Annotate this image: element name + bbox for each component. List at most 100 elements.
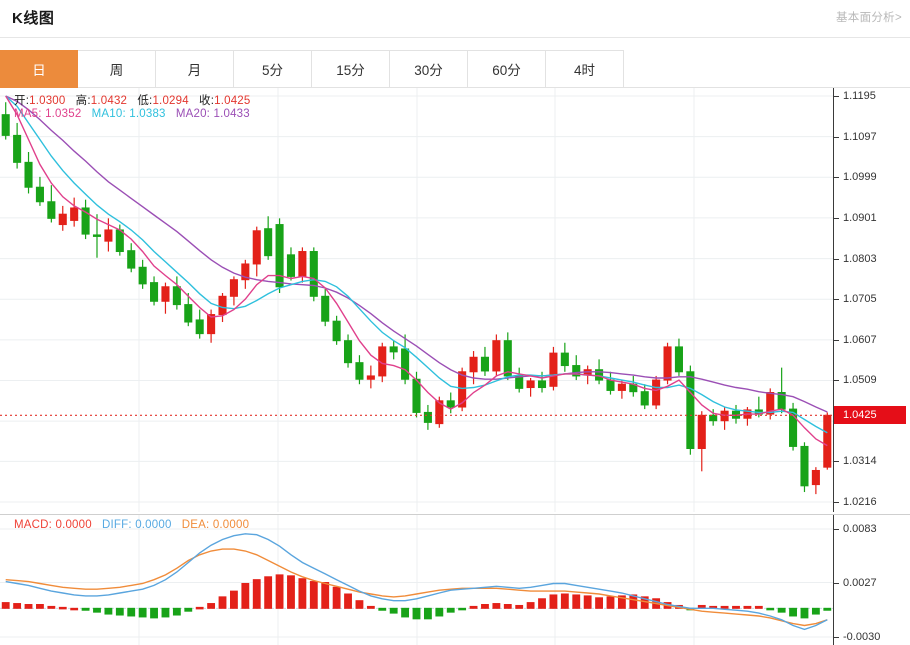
candle: [435, 396, 444, 428]
candle: [35, 176, 44, 206]
candle-body: [412, 378, 421, 413]
tab-4[interactable]: 15分: [312, 50, 390, 88]
candle-body: [229, 279, 238, 297]
price-plot[interactable]: [0, 88, 833, 512]
candle-body: [264, 228, 273, 257]
candle: [789, 402, 798, 451]
candle-body: [252, 230, 261, 265]
fundamental-analysis-link[interactable]: 基本面分析>: [835, 12, 902, 24]
macd-histogram-bar: [230, 590, 238, 609]
candle: [138, 259, 147, 289]
candle: [70, 197, 79, 227]
macd-histogram-bar: [743, 605, 752, 609]
macd-histogram-bar: [195, 606, 204, 610]
macd-histogram-bar: [777, 607, 786, 613]
candle: [423, 404, 432, 430]
tab-0[interactable]: 日: [0, 50, 78, 88]
price-axis-tick-4: 1.0803: [834, 253, 877, 265]
candle-body: [572, 365, 581, 377]
macd-histogram-bar: [503, 604, 512, 609]
ma20-line: [5, 95, 828, 413]
candle-body: [92, 234, 102, 237]
macd-histogram-bar: [560, 593, 569, 609]
candle-body: [127, 250, 136, 269]
macd-histogram-bar: [321, 582, 330, 609]
candle: [709, 409, 718, 426]
candle: [515, 367, 524, 393]
macd-histogram-bar: [617, 595, 626, 609]
candle-body: [435, 400, 444, 425]
macd-histogram-bar: [720, 605, 729, 609]
candle: [150, 276, 159, 306]
candle: [777, 367, 786, 414]
price-panel: 开:1.0300 高:1.0432 低:1.0294 收:1.0425 MA5:…: [0, 88, 910, 512]
macd-histogram-bar: [58, 606, 67, 610]
low-label: 低:: [137, 95, 153, 107]
macd-histogram-bar: [412, 607, 421, 620]
candle-body: [560, 352, 569, 367]
candle: [47, 185, 56, 223]
macd-histogram-bar: [275, 574, 284, 609]
candle: [743, 407, 752, 426]
candle: [241, 259, 250, 289]
candle: [537, 371, 547, 393]
candle: [652, 375, 661, 410]
macd-histogram-bar: [218, 596, 227, 609]
candle: [572, 355, 581, 381]
macd-histogram-bar: [754, 605, 763, 609]
candle: [800, 442, 809, 493]
candle-body: [332, 320, 341, 342]
macd-plot[interactable]: [0, 515, 833, 645]
price-axis-tick-5: 1.0705: [834, 293, 877, 305]
candle-body: [663, 346, 672, 381]
candle-body: [138, 266, 147, 285]
tab-label: 60分: [492, 63, 521, 78]
candle: [207, 309, 216, 343]
candle-body: [811, 469, 820, 486]
candle-body: [366, 375, 375, 380]
candle: [161, 282, 170, 314]
candle-body: [526, 380, 535, 389]
candle-body: [766, 392, 775, 415]
price-axis-tick-10: 1.0216: [834, 496, 877, 508]
ohlc-legend: 开:1.0300 高:1.0432 低:1.0294 收:1.0425: [14, 92, 251, 108]
tab-1[interactable]: 周: [78, 50, 156, 88]
candle: [355, 355, 364, 385]
macd-histogram-bar: [766, 607, 775, 611]
macd-histogram-bar: [104, 607, 113, 615]
candle: [674, 338, 683, 376]
macd-histogram-bar: [81, 607, 90, 611]
candle-body: [709, 414, 718, 422]
macd-panel: MACD: 0.0000 DIFF: 0.0000 DEA: 0.0000 0.…: [0, 514, 910, 645]
candle-body: [298, 251, 307, 277]
tab-3[interactable]: 5分: [234, 50, 312, 88]
tab-7[interactable]: 4时: [546, 50, 624, 88]
candle-body: [480, 356, 490, 372]
macd-histogram-bar: [24, 604, 33, 609]
close-value: 1.0425: [214, 95, 251, 107]
chart-area: 开:1.0300 高:1.0432 低:1.0294 收:1.0425 MA5:…: [0, 88, 910, 645]
tab-5[interactable]: 30分: [390, 50, 468, 88]
candle-body: [423, 411, 432, 423]
tab-6[interactable]: 60分: [468, 50, 546, 88]
tab-2[interactable]: 月: [156, 50, 234, 88]
candle-body: [35, 186, 44, 203]
macd-histogram-bar: [241, 582, 250, 609]
candle: [309, 247, 318, 302]
ma20-label: MA20:: [175, 108, 211, 120]
macd-axis-tick-2: -0.0030: [834, 631, 880, 643]
macd-histogram-bar: [127, 607, 136, 617]
candle-body: [47, 201, 56, 219]
macd-histogram-bar: [515, 604, 524, 609]
macd-histogram-bar: [36, 604, 44, 609]
macd-histogram-bar: [549, 594, 558, 609]
macd-histogram-bar: [458, 607, 467, 611]
candle-body: [515, 375, 524, 389]
ma10-value: 1.0383: [129, 108, 166, 120]
candle: [811, 467, 820, 495]
ma5-value: 1.0352: [45, 108, 82, 120]
macd-histogram-bar: [332, 586, 341, 609]
candle-body: [58, 213, 67, 226]
candle-body: [218, 295, 227, 316]
